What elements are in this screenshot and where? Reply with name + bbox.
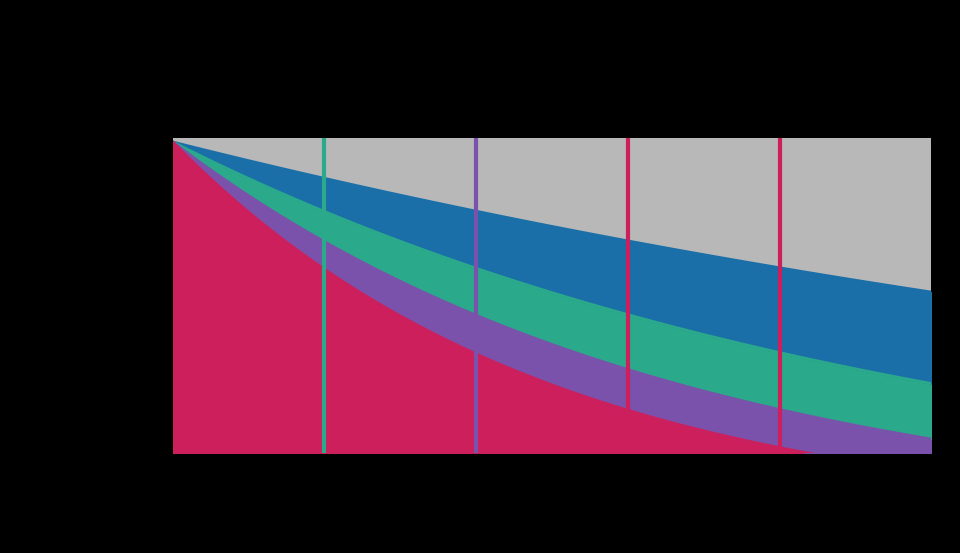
Text: $0.54: $0.54 xyxy=(393,56,560,108)
Text: $0.29: $0.29 xyxy=(544,56,711,108)
Text: $0.82: $0.82 xyxy=(241,56,408,108)
Text: $0.20: $0.20 xyxy=(696,56,863,108)
